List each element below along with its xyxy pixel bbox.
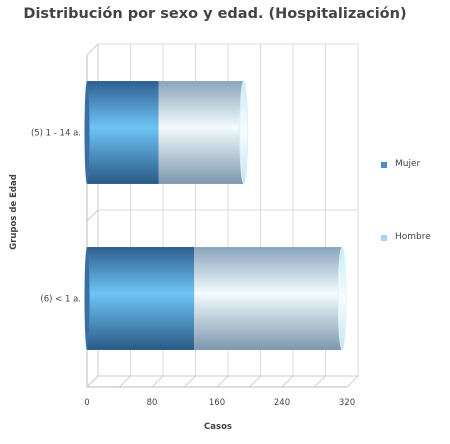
floor-grid-line	[346, 375, 359, 388]
legend-swatch-hombre	[381, 235, 387, 241]
legend-swatch-mujer	[381, 162, 387, 168]
category-label: (5) 1 - 14 a.	[31, 129, 81, 139]
x-tick-label: 320	[339, 398, 355, 408]
floor-grid-line	[216, 375, 229, 388]
bar-end-cap	[337, 246, 347, 351]
x-tick-label: 240	[274, 398, 290, 408]
bar-end-cap	[239, 80, 249, 185]
category-label: (6) < 1 a.	[40, 295, 81, 305]
bar-hombre[interactable]	[194, 247, 343, 350]
y-tick-diagonal	[86, 209, 99, 222]
bar-mujer[interactable]	[87, 247, 195, 350]
floor-grid-line	[184, 375, 196, 388]
x-axis-title: Casos	[204, 422, 232, 432]
legend-label-hombre: Hombre	[395, 232, 431, 242]
floor-grid-line	[249, 375, 261, 388]
bar-start-cap	[84, 247, 90, 350]
bar-hombre[interactable]	[158, 81, 244, 184]
x-tick-label: 80	[147, 398, 158, 408]
bar-mujer[interactable]	[87, 81, 159, 184]
floor-grid-line	[119, 375, 131, 388]
y-tick-diagonal	[86, 43, 99, 56]
floor-grid-line	[314, 375, 326, 388]
bar-start-cap	[84, 81, 90, 184]
floor-grid-line	[281, 375, 294, 388]
x-tick-label: 160	[209, 398, 225, 408]
legend-label-mujer: Mujer	[395, 159, 421, 169]
y-axis-title: Grupos de Edad	[9, 174, 19, 250]
y-tick-diagonal	[86, 375, 99, 388]
x-tick-label: 0	[84, 398, 89, 408]
chart-title: Distribución por sexo y edad. (Hospitali…	[23, 6, 407, 22]
floor-grid-line	[151, 375, 164, 388]
